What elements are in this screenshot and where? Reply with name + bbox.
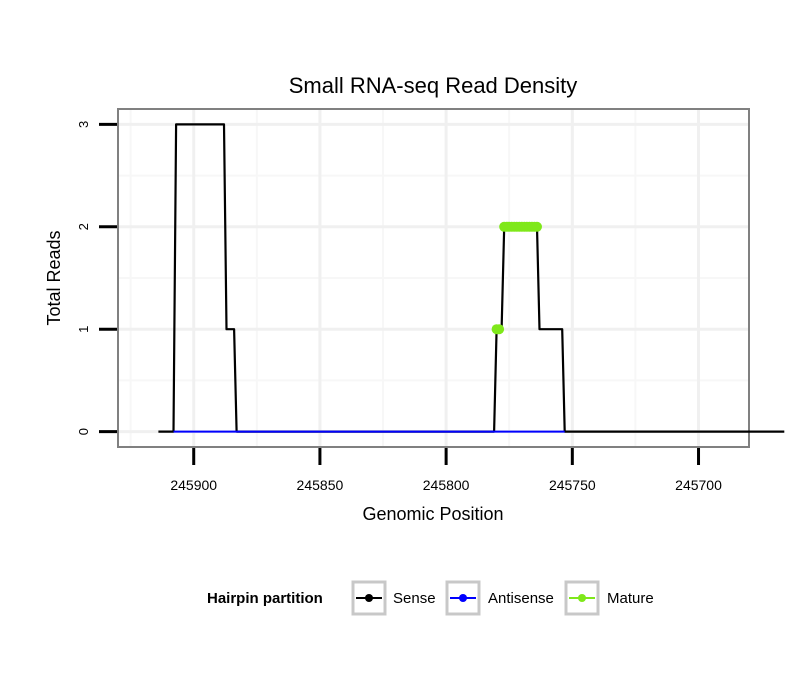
y-tick-label: 1 (76, 326, 91, 333)
legend: Hairpin partition Sense Antisense Mature (207, 580, 654, 616)
x-tick-label: 245700 (675, 477, 722, 493)
y-tick-label: 3 (76, 121, 91, 128)
y-axis: 0 1 2 3 (76, 121, 117, 435)
series-line-sense (158, 123, 785, 433)
legend-key-point (365, 594, 373, 602)
y-tick-label: 2 (76, 223, 91, 230)
y-tick-label: 0 (76, 428, 91, 435)
legend-label-antisense: Antisense (488, 590, 554, 607)
x-tick-label: 245900 (170, 477, 217, 493)
series-layer (158, 123, 785, 433)
plot-panel-border (117, 108, 750, 448)
chart-title: Small RNA-seq Read Density (289, 73, 578, 98)
legend-key-point (459, 594, 467, 602)
mature-point (531, 221, 542, 232)
mature-point (494, 324, 505, 335)
legend-title: Hairpin partition (207, 590, 323, 607)
x-axis-label: Genomic Position (362, 504, 503, 524)
x-tick-label: 245750 (549, 477, 596, 493)
x-tick-label: 245800 (423, 477, 470, 493)
legend-label-sense: Sense (393, 590, 436, 607)
x-axis: 245900 245850 245800 245750 245700 (170, 448, 722, 493)
x-tick-label: 245850 (297, 477, 344, 493)
legend-label-mature: Mature (607, 590, 654, 607)
legend-key-point (578, 594, 586, 602)
grid (118, 109, 749, 447)
y-axis-label: Total Reads (44, 230, 64, 325)
